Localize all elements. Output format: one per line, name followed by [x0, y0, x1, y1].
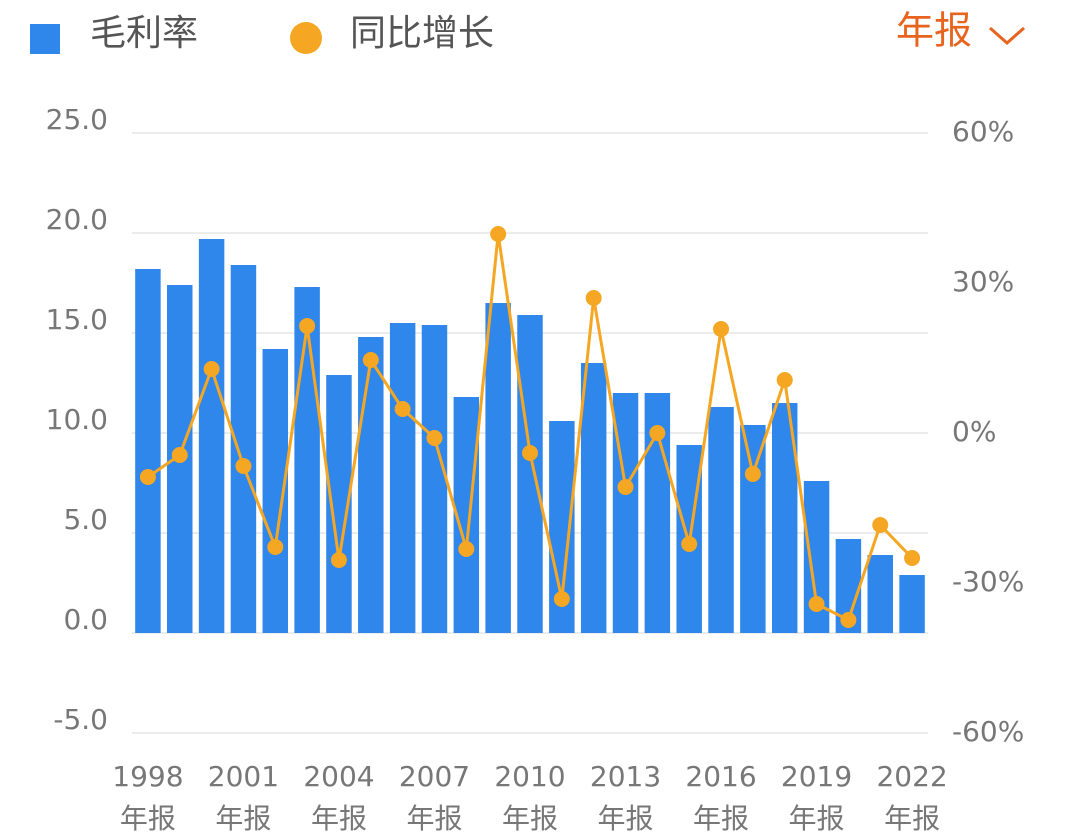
bar	[580, 363, 607, 633]
x-tick-label: 2016	[685, 760, 756, 793]
line-point	[394, 401, 411, 417]
x-tick-suffix: 年报	[598, 802, 654, 835]
x-tick-suffix: 年报	[406, 802, 462, 835]
line-point	[139, 469, 156, 485]
legend-label: 毛利率	[90, 13, 198, 54]
bar	[421, 325, 448, 633]
bar	[867, 555, 893, 633]
x-tick-suffix: 年报	[884, 802, 940, 835]
line-point	[490, 226, 507, 242]
line-point	[330, 552, 347, 568]
line-point	[458, 541, 475, 557]
x-tick-label: 2010	[494, 760, 565, 793]
bar	[899, 575, 925, 633]
bar	[708, 407, 734, 633]
bar	[198, 239, 225, 633]
line-point	[299, 318, 316, 334]
line-point	[235, 458, 252, 474]
x-tick-label: 2022	[876, 760, 947, 793]
bar	[135, 269, 161, 633]
bar	[740, 425, 766, 633]
x-tick-suffix: 年报	[215, 802, 271, 835]
line-point	[808, 596, 825, 612]
line-point	[744, 466, 761, 482]
line-point	[585, 290, 602, 306]
line-point	[171, 447, 188, 463]
line-point	[426, 430, 443, 446]
x-tick-label: 2007	[399, 760, 470, 793]
line-point	[649, 425, 666, 441]
legend-label: 同比增长	[350, 13, 494, 54]
bar	[517, 315, 543, 633]
line-point	[681, 536, 698, 552]
legend-swatch	[290, 22, 322, 54]
line-point	[617, 479, 634, 495]
line-point	[904, 550, 921, 566]
line-point	[267, 539, 284, 555]
line-point	[553, 591, 570, 607]
y2-tick-label: -60%	[952, 715, 1024, 748]
x-tick-label: 1998	[112, 760, 183, 793]
bar	[485, 303, 511, 633]
period-label[interactable]: 年报	[896, 9, 972, 53]
period-selector[interactable]: 年报	[896, 9, 1025, 53]
bar	[294, 287, 320, 633]
y-tick-label: -5.0	[53, 703, 108, 736]
y2-tick-label: 0%	[952, 415, 996, 448]
x-tick-suffix: 年报	[789, 802, 845, 835]
dropdown-chevron[interactable]	[989, 26, 1025, 46]
x-tick-label: 2013	[590, 760, 661, 793]
bar	[230, 265, 257, 633]
y-tick-label: 0.0	[63, 603, 108, 636]
bar	[358, 337, 384, 633]
x-tick-suffix: 年报	[693, 802, 749, 835]
x-tick-label: 2019	[781, 760, 852, 793]
line-point	[522, 445, 538, 461]
line-point	[713, 321, 730, 337]
line-point	[362, 352, 379, 368]
bar	[389, 323, 416, 633]
x-tick-label: 2004	[303, 760, 374, 793]
y-tick-label: 15.0	[46, 303, 108, 336]
y2-tick-label: 60%	[952, 115, 1014, 148]
line-point	[840, 612, 857, 628]
y2-tick-label: 30%	[952, 265, 1014, 298]
y-tick-label: 5.0	[63, 503, 108, 536]
x-tick-label: 2001	[208, 760, 279, 793]
y2-tick-label: -30%	[952, 565, 1024, 598]
line-point	[203, 361, 220, 377]
y-tick-label: 20.0	[46, 203, 108, 236]
y-tick-label: 10.0	[46, 403, 108, 436]
line-point	[776, 372, 793, 388]
line-point	[872, 517, 889, 533]
x-tick-suffix: 年报	[311, 802, 367, 835]
x-tick-suffix: 年报	[502, 802, 558, 835]
y-tick-label: 25.0	[46, 103, 108, 136]
x-tick-suffix: 年报	[120, 802, 176, 835]
legend-swatch	[30, 24, 60, 54]
